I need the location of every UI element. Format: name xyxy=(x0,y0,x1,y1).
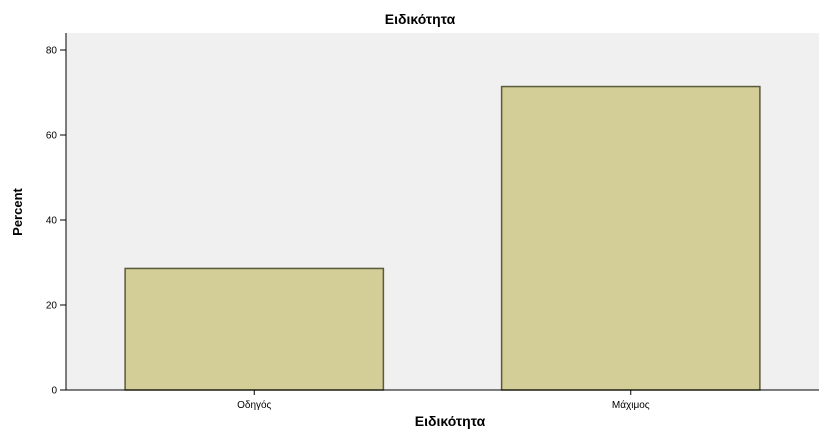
y-tick-label: 20 xyxy=(46,301,58,312)
x-category-label: Μάχιμος xyxy=(612,399,650,411)
y-tick-label: 60 xyxy=(46,131,58,142)
x-categories-group: Οδηγός Μάχιμος xyxy=(237,390,650,411)
chart-title: Ειδικότητα xyxy=(385,11,456,27)
bars-group xyxy=(124,85,761,391)
y-tick-label: 0 xyxy=(51,386,57,397)
x-category-label: Οδηγός xyxy=(237,399,271,411)
x-axis-label: Ειδικότητα xyxy=(415,413,486,429)
y-axis-label: Percent xyxy=(10,187,25,235)
y-tick-label: 40 xyxy=(46,216,58,227)
y-tick-label: 80 xyxy=(46,46,58,57)
y-ticks-group: 0 20 40 60 80 xyxy=(46,46,66,397)
bar-2 xyxy=(500,85,761,391)
bar-1 xyxy=(124,267,385,391)
